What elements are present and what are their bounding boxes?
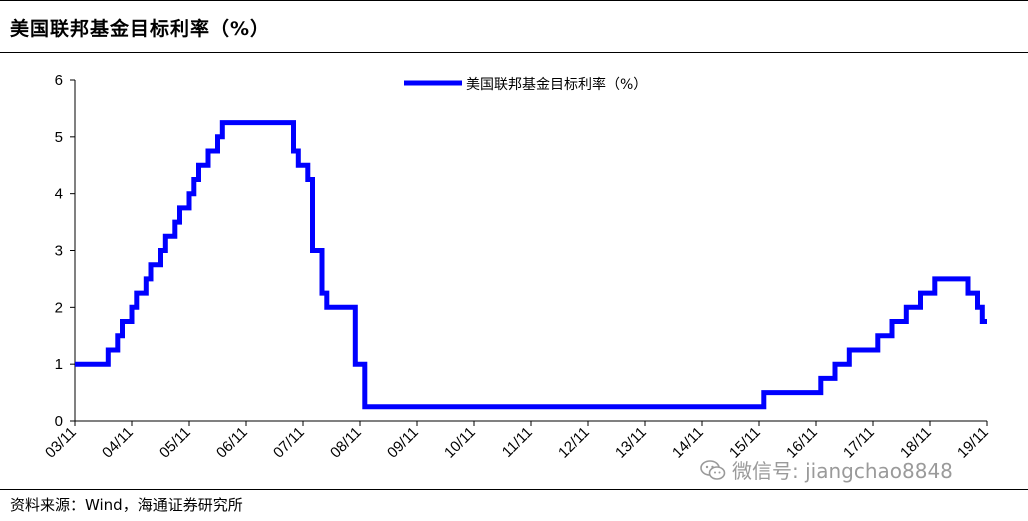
x-tick-label: 07/11 (270, 424, 308, 462)
x-tick-label: 19/11 (954, 424, 992, 462)
y-tick-label: 0 (55, 413, 63, 430)
series-line (75, 120, 987, 410)
x-tick-label: 08/11 (327, 424, 365, 462)
y-tick-label: 5 (55, 129, 63, 146)
x-tick-label: 10/11 (441, 424, 479, 462)
x-tick-label: 09/11 (384, 424, 422, 462)
axes (74, 80, 987, 422)
top-rule (0, 0, 1028, 1)
y-tick-label: 2 (55, 299, 63, 316)
title-rule (0, 52, 1028, 53)
source-note: 资料来源：Wind，海通证券研究所 (10, 496, 243, 514)
bottom-rule (0, 489, 1028, 490)
y-tick-label: 1 (55, 356, 63, 373)
wechat-icon (700, 459, 726, 480)
y-tick-label: 4 (55, 186, 63, 203)
series-group (75, 120, 987, 410)
chart-title: 美国联邦基金目标利率（%） (10, 18, 271, 40)
legend: 美国联邦基金目标利率（%） (404, 76, 647, 93)
x-tick-label: 12/11 (555, 424, 593, 462)
legend-label: 美国联邦基金目标利率（%） (466, 76, 647, 93)
y-tick-label: 6 (55, 72, 63, 89)
watermark: 微信号: jiangchao8848 (700, 455, 953, 484)
y-axis-ticks: 0 1 2 3 4 5 6 (55, 72, 75, 430)
y-tick-label: 3 (55, 243, 63, 260)
watermark-text: 微信号: jiangchao8848 (732, 459, 953, 483)
line-chart: 0 1 2 3 4 5 6 03/11 04/11 05/11 06/11 07/11 08/11 09… (42, 72, 992, 462)
x-tick-label: 05/11 (156, 424, 194, 462)
x-tick-label: 03/11 (42, 424, 80, 462)
x-tick-label: 04/11 (99, 424, 137, 462)
x-tick-label: 11/11 (499, 424, 536, 461)
x-tick-label: 06/11 (213, 424, 251, 462)
x-tick-label: 13/11 (612, 424, 650, 462)
